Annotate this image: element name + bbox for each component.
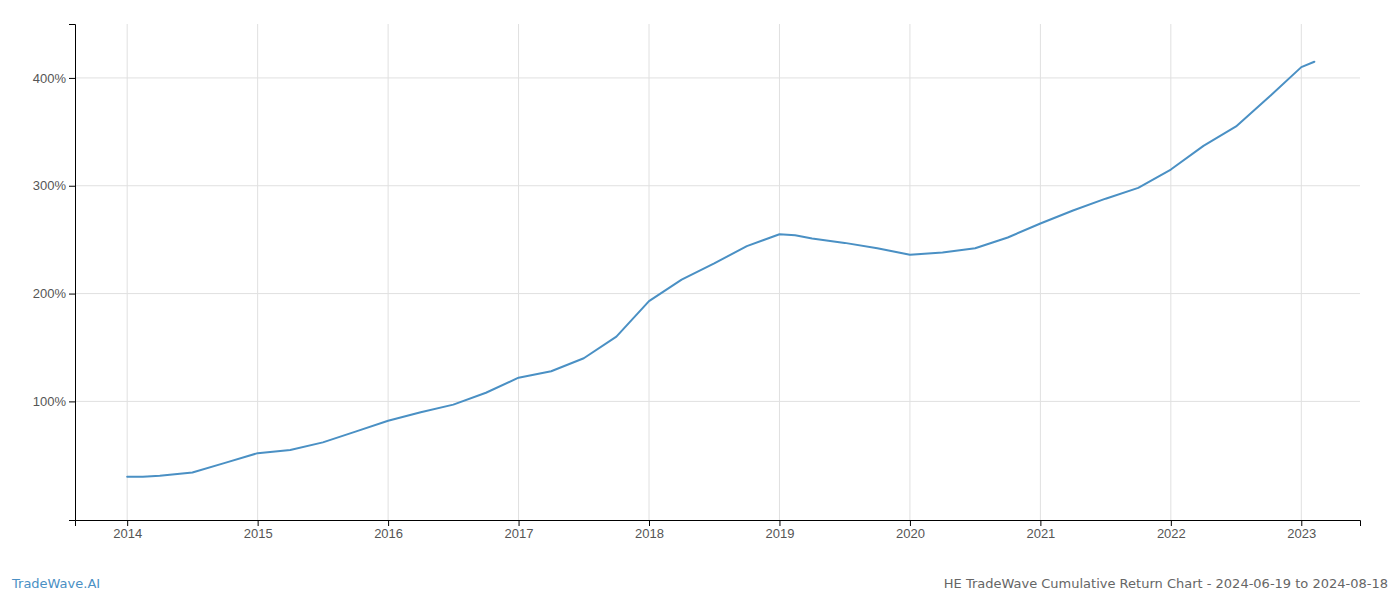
grid-line-x — [909, 24, 910, 520]
x-tick-label: 2016 — [374, 526, 403, 541]
x-axis-line — [76, 521, 1361, 527]
grid-line-y — [75, 293, 1360, 294]
grid-line-x — [127, 24, 128, 520]
grid-line-x — [649, 24, 650, 520]
grid-line-x — [518, 24, 519, 520]
grid-line-x — [257, 24, 258, 520]
x-tick-label: 2019 — [766, 526, 795, 541]
x-tick-label: 2021 — [1026, 526, 1055, 541]
x-tick: 2019 — [766, 520, 795, 541]
y-axis-line — [69, 25, 76, 521]
x-tick-label: 2017 — [505, 526, 534, 541]
grid-line-y — [75, 185, 1360, 186]
y-tick-label: 400% — [33, 71, 67, 86]
grid-line-x — [779, 24, 780, 520]
y-tick-label: 100% — [33, 394, 67, 409]
y-axis: 100% 200% 300% 400% — [33, 25, 76, 521]
x-tick-mark — [649, 520, 650, 526]
x-tick: 2015 — [244, 520, 273, 541]
grid-line-x — [388, 24, 389, 520]
x-tick-label: 2022 — [1157, 526, 1186, 541]
chart: 2014 2015 2016 2017 2018 2019 2020 2021 2022 2023… — [0, 0, 1400, 600]
x-tick-label: 2015 — [244, 526, 273, 541]
x-tick-mark — [127, 520, 128, 526]
y-tick: 400% — [33, 71, 75, 86]
line — [127, 62, 1314, 477]
x-tick: 2014 — [113, 520, 142, 541]
x-tick: 2021 — [1026, 520, 1055, 541]
grid-line-x — [1040, 24, 1041, 520]
y-tick-mark — [69, 401, 75, 402]
title: HE TradeWave Cumulative Return Chart - 2… — [944, 576, 1388, 591]
plot: 2014 2015 2016 2017 2018 2019 2020 2021 2022 2023… — [33, 24, 1361, 541]
x-tick-mark — [1040, 520, 1041, 526]
grid-line-x — [1301, 24, 1302, 520]
x-tick: 2016 — [374, 520, 403, 541]
x-tick: 2017 — [505, 520, 534, 541]
grid — [75, 24, 1360, 520]
grid-line-y — [75, 401, 1360, 402]
x-tick-mark — [1301, 520, 1302, 526]
x-tick-mark — [779, 520, 780, 526]
x-axis: 2014 2015 2016 2017 2018 2019 2020 2021 2022 2023 — [76, 520, 1361, 541]
x-tick: 2018 — [635, 520, 664, 541]
x-tick-mark — [388, 520, 389, 526]
x-tick-mark — [1171, 520, 1172, 526]
x-tick-label: 2023 — [1287, 526, 1316, 541]
grid-line-y — [75, 77, 1360, 78]
y-tick-label: 300% — [33, 178, 67, 193]
x-tick-mark — [258, 520, 259, 526]
x-tick-label: 2018 — [635, 526, 664, 541]
y-tick: 100% — [33, 394, 75, 409]
y-tick-mark — [69, 294, 75, 295]
y-tick: 200% — [33, 286, 75, 301]
y-tick-mark — [69, 78, 75, 79]
x-tick-label: 2020 — [896, 526, 925, 541]
x-tick: 2020 — [896, 520, 925, 541]
x-tick-mark — [519, 520, 520, 526]
x-tick-mark — [910, 520, 911, 526]
x-tick-label: 2014 — [113, 526, 142, 541]
marks — [127, 62, 1314, 477]
grid-line-x — [1170, 24, 1171, 520]
y-tick: 300% — [33, 178, 75, 193]
watermark: TradeWave.AI — [11, 576, 100, 591]
y-tick-label: 200% — [33, 286, 67, 301]
x-tick: 2023 — [1287, 520, 1316, 541]
x-tick: 2022 — [1157, 520, 1186, 541]
y-tick-mark — [69, 186, 75, 187]
